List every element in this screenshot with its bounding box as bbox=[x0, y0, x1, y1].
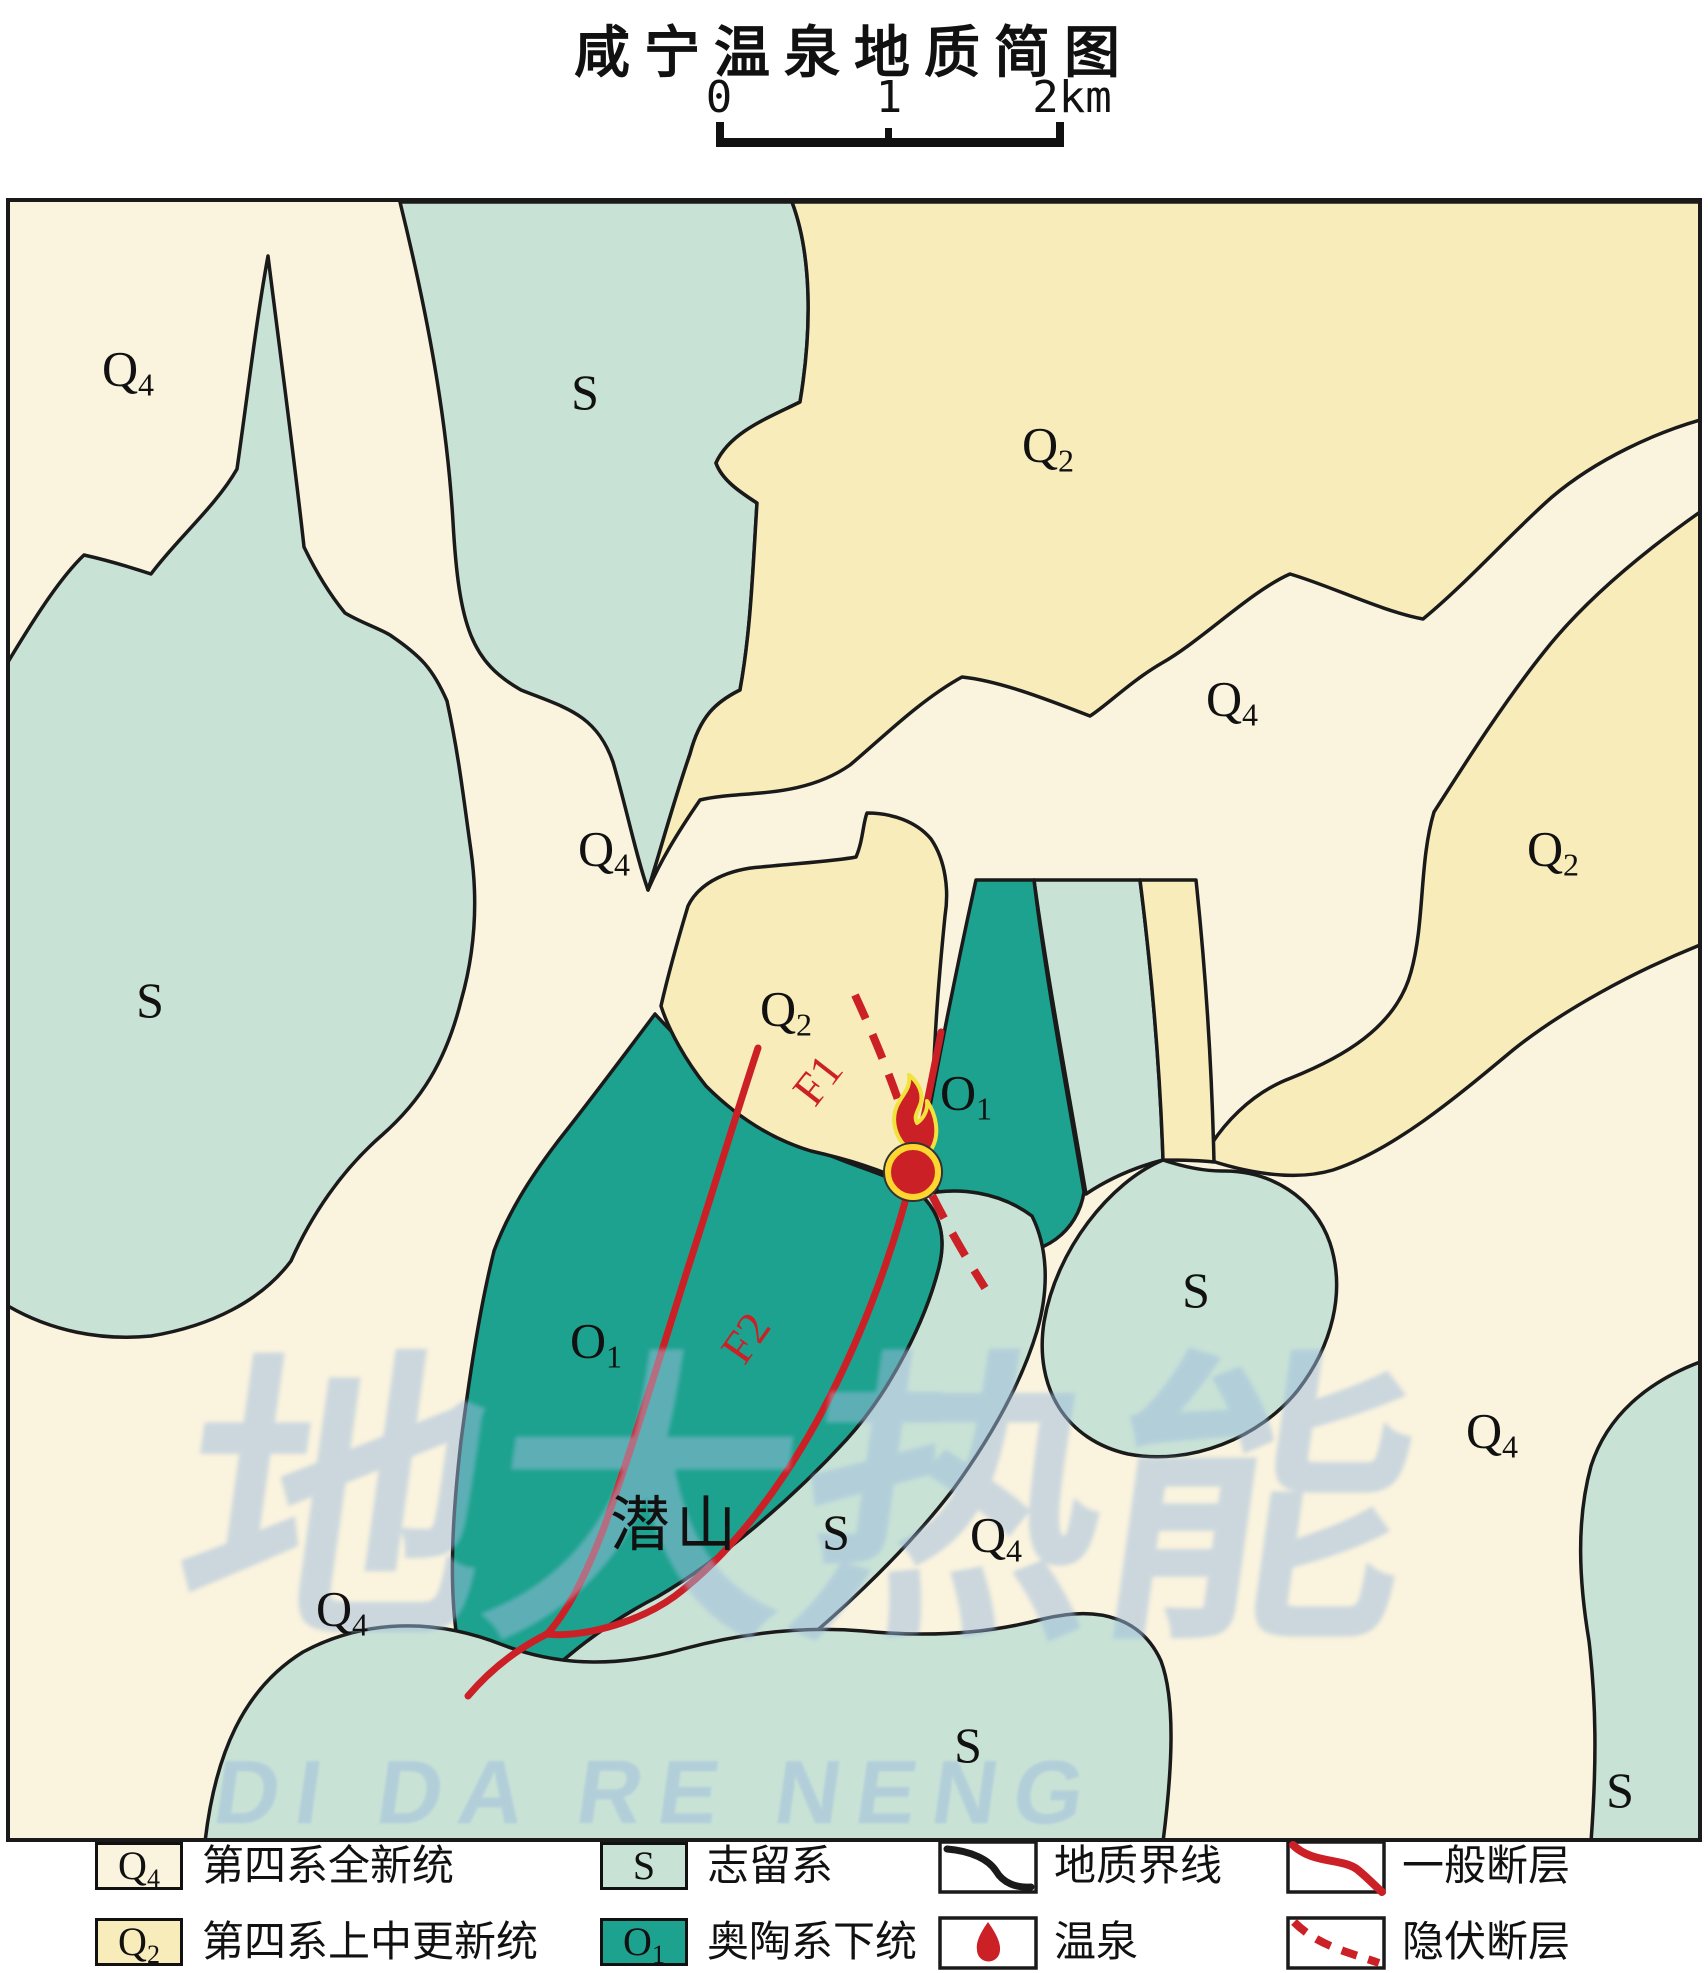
map-frame bbox=[6, 198, 1702, 1842]
legend-swatch-q2: Q2 bbox=[95, 1918, 183, 1969]
map-unit-label-q4: Q4 bbox=[577, 820, 631, 883]
hot-spring-flame-icon bbox=[892, 1073, 939, 1158]
map-unit-label-q2: Q2 bbox=[1021, 416, 1075, 479]
scale-tick-2km: 2km bbox=[1032, 72, 1112, 123]
map-unit-label-q4: Q4 bbox=[101, 340, 155, 403]
map-unit-label-s: S bbox=[136, 972, 164, 1028]
map-unit-label-q2: Q2 bbox=[759, 980, 813, 1043]
geologic-boundary-icon bbox=[943, 1845, 1035, 1891]
map-unit-label-o1: O1 bbox=[939, 1064, 993, 1127]
map-unit-label-s: S bbox=[954, 1717, 982, 1773]
normal-fault-icon bbox=[1289, 1841, 1386, 1896]
map-unit-label-o1: O1 bbox=[569, 1312, 623, 1375]
scale-bar bbox=[716, 122, 1064, 147]
region-s-left bbox=[8, 254, 477, 1339]
region-s-diamond bbox=[1040, 1158, 1339, 1459]
watermark-latin: DI DA RE NENG bbox=[208, 1743, 1107, 1843]
region-q2-upper bbox=[646, 200, 1700, 892]
concealed-fault-icon bbox=[1291, 1919, 1381, 1967]
region-o1-main bbox=[450, 1012, 944, 1711]
map-title: 咸宁温泉地质简图 bbox=[574, 23, 1134, 85]
map-unit-label-s: S bbox=[1606, 1762, 1634, 1818]
legend-swatch-q4: Q4 bbox=[95, 1842, 183, 1893]
legend-label-concealed-fault: 隐伏断层 bbox=[1402, 1920, 1571, 1966]
legend-label-q2: 第四系上中更新统 bbox=[202, 1920, 539, 1966]
map-unit-label-q2: Q2 bbox=[1526, 820, 1580, 883]
region-s-bottom bbox=[203, 1611, 1173, 1840]
map-unit-label-q4: Q4 bbox=[315, 1580, 369, 1643]
hot-spring-dot bbox=[885, 1144, 941, 1200]
legend-label-q4: 第四系全新统 bbox=[202, 1844, 455, 1890]
map-unit-label-s: S bbox=[822, 1504, 850, 1560]
scale-tick-1: 1 bbox=[875, 72, 903, 123]
fault-line-west bbox=[543, 1044, 762, 1638]
legend-label-geologic-boundary: 地质界线 bbox=[1054, 1844, 1223, 1890]
map-unit-label-q4: Q4 bbox=[969, 1506, 1023, 1569]
map-unit-label-q4: Q4 bbox=[1465, 1402, 1519, 1465]
legend-symbols bbox=[938, 1840, 1386, 1970]
hot-spring-symbol bbox=[883, 1073, 943, 1202]
legend-swatch-o1: O1 bbox=[600, 1918, 688, 1969]
region-s-right bbox=[1578, 1360, 1700, 1840]
legend-label-normal-fault: 一般断层 bbox=[1402, 1844, 1571, 1890]
place-label-qianshan: 潜山 bbox=[610, 1492, 742, 1559]
map-unit-label-s: S bbox=[571, 364, 599, 420]
map-unit-label-q4: Q4 bbox=[1205, 670, 1259, 733]
region-q2-lower bbox=[1201, 510, 1700, 1178]
legend-label-hot-spring: 温泉 bbox=[1054, 1920, 1139, 1966]
legend-label-o1: 奥陶系下统 bbox=[707, 1920, 918, 1966]
scale-tick-0: 0 bbox=[705, 72, 733, 123]
region-q2-sliver bbox=[1138, 878, 1216, 1164]
map-unit-label-s: S bbox=[1182, 1262, 1210, 1318]
legend-swatch-s: S bbox=[600, 1842, 688, 1890]
hot-spring-icon bbox=[976, 1922, 1001, 1962]
legend-label-s: 志留系 bbox=[707, 1844, 834, 1890]
